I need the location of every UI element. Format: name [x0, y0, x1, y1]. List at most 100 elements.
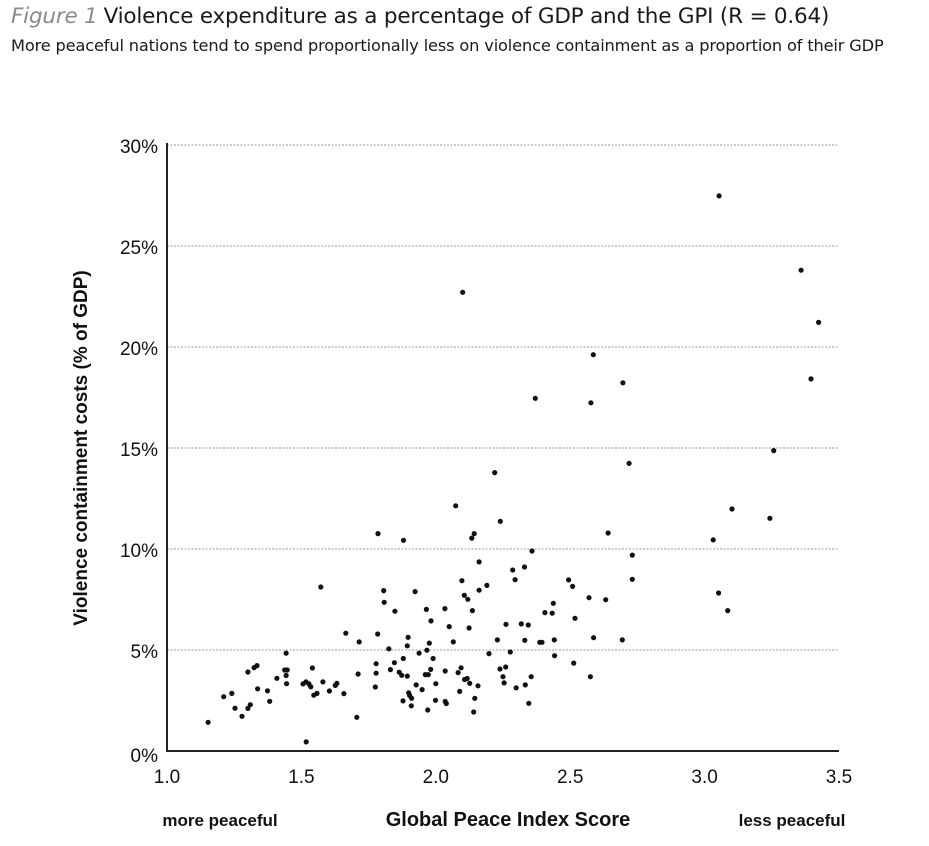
data-point — [552, 653, 558, 659]
data-point — [816, 319, 822, 325]
data-point — [412, 589, 418, 595]
x-tick-label: 2.5 — [557, 767, 583, 788]
data-point — [767, 515, 773, 521]
data-point — [549, 610, 555, 616]
data-point — [284, 681, 290, 687]
data-point — [391, 660, 397, 666]
data-point — [400, 537, 407, 543]
data-point — [494, 637, 500, 643]
y-tick-labels: 0% 5% 10% 15% 20% 25% 30% — [120, 137, 158, 767]
data-point — [798, 267, 804, 273]
data-point — [591, 635, 597, 641]
data-point — [466, 625, 472, 631]
data-point — [283, 650, 289, 656]
data-point — [334, 680, 340, 686]
data-point — [355, 671, 361, 677]
data-point — [416, 650, 422, 656]
data-point — [387, 667, 393, 673]
data-point — [522, 637, 528, 643]
data-point — [503, 664, 509, 670]
data-point — [570, 583, 576, 590]
y-tick-label: 0% — [131, 746, 159, 767]
data-point — [469, 608, 475, 614]
data-point — [522, 682, 528, 688]
data-point — [442, 668, 448, 674]
data-point — [419, 687, 425, 693]
data-point — [464, 675, 470, 682]
data-point — [267, 698, 273, 704]
data-point — [404, 643, 410, 649]
data-point — [428, 618, 434, 624]
data-point — [518, 621, 524, 627]
data-point — [245, 705, 251, 712]
y-tick-label: 10% — [120, 541, 158, 562]
data-point — [453, 503, 459, 509]
data-point — [433, 681, 439, 687]
data-point — [529, 548, 535, 554]
data-point — [486, 651, 492, 657]
data-point — [381, 599, 387, 605]
data-point — [460, 289, 466, 295]
data-point — [513, 685, 519, 691]
data-point — [471, 709, 477, 715]
figure-header: Figure 1 Violence expenditure as a percen… — [11, 4, 921, 57]
data-point — [465, 596, 471, 602]
x-tick-label: 3.0 — [691, 767, 717, 788]
data-point — [472, 695, 478, 701]
data-point — [725, 608, 731, 614]
data-point — [423, 606, 429, 613]
data-point — [381, 588, 387, 594]
y-axis-title: Violence containment costs (% of GDP) — [71, 270, 92, 625]
data-point — [572, 615, 578, 621]
data-point — [308, 684, 314, 690]
data-point — [500, 674, 506, 680]
data-point — [603, 597, 609, 603]
x-tick-label: 3.5 — [826, 767, 852, 788]
data-point — [571, 660, 577, 666]
gridlines — [167, 144, 839, 651]
data-point — [425, 707, 431, 713]
data-point — [458, 665, 464, 671]
data-point — [442, 606, 448, 612]
data-point — [503, 621, 509, 627]
data-point — [526, 700, 532, 706]
data-point — [484, 582, 490, 589]
data-point — [542, 610, 548, 616]
data-point — [326, 688, 332, 694]
data-point — [566, 577, 572, 583]
data-point — [510, 567, 516, 573]
data-point — [497, 518, 503, 524]
x-annotation-more-peaceful: more peaceful — [162, 811, 277, 830]
data-point — [619, 637, 625, 643]
data-point — [532, 395, 538, 401]
data-point — [221, 694, 227, 700]
data-point — [629, 552, 635, 558]
data-point — [314, 690, 320, 697]
data-point — [512, 577, 518, 583]
data-point — [400, 655, 406, 662]
data-point — [425, 672, 431, 678]
data-point — [729, 506, 735, 512]
data-point — [550, 600, 556, 606]
data-point — [525, 622, 531, 628]
data-point — [392, 608, 398, 614]
data-point — [255, 686, 261, 692]
data-point — [471, 531, 477, 537]
data-point — [409, 695, 415, 701]
data-point — [404, 673, 410, 679]
data-point — [372, 684, 378, 690]
data-point — [455, 670, 461, 676]
data-point — [400, 698, 406, 704]
figure-title-text: Violence expenditure as a percentage of … — [103, 4, 830, 29]
x-annotation-less-peaceful: less peaceful — [739, 811, 846, 830]
figure-label: Figure 1 — [11, 4, 98, 29]
data-point — [507, 649, 513, 655]
data-point — [469, 535, 475, 541]
data-point — [492, 470, 498, 476]
data-point — [428, 666, 434, 673]
data-point — [343, 630, 349, 636]
data-point — [284, 667, 290, 673]
data-point — [629, 576, 635, 582]
data-point — [424, 647, 430, 653]
data-point — [247, 702, 253, 708]
